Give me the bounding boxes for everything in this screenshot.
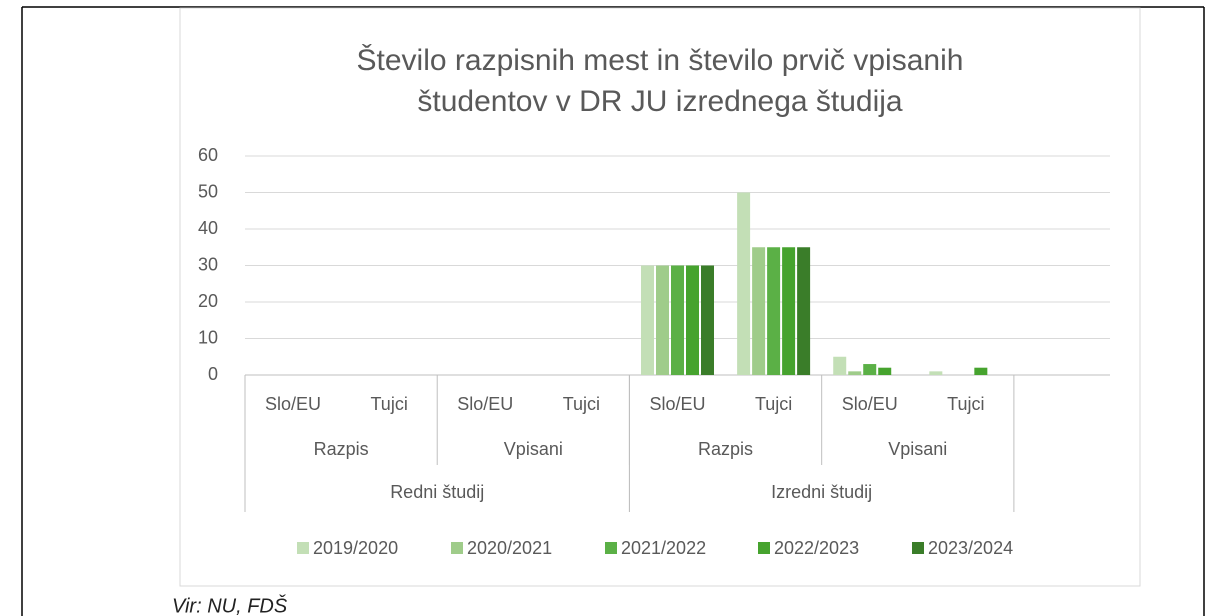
x-tick-label: Tujci [370,394,407,414]
group-label: Vpisani [888,439,947,459]
group-label: Razpis [698,439,753,459]
x-tick-label: Slo/EU [457,394,513,414]
x-tick-label: Slo/EU [265,394,321,414]
group-label: Razpis [314,439,369,459]
x-tick-label: Tujci [563,394,600,414]
y-tick-label: 10 [198,327,218,347]
legend-label: 2022/2023 [774,538,859,558]
legend-label: 2021/2022 [621,538,706,558]
bar [797,247,811,375]
legend-label: 2019/2020 [313,538,398,558]
x-tick-label: Tujci [947,394,984,414]
x-tick-label: Slo/EU [649,394,705,414]
legend-label: 2023/2024 [928,538,1013,558]
chart-title: študentov v DR JU izrednega študija [417,85,903,118]
legend-swatch [605,542,617,554]
chart-title: Število razpisnih mest in število prvič … [357,43,964,77]
bar [878,367,892,375]
bar [833,356,847,375]
y-tick-label: 0 [208,364,218,384]
legend-swatch [297,542,309,554]
bar [686,265,699,375]
bar [848,371,862,375]
group-label: Redni študij [390,482,484,502]
source: Vir: NU, FDŠ [172,594,288,616]
bar [641,265,654,375]
x-tick-label: Tujci [755,394,792,414]
y-tick-label: 50 [198,181,218,201]
legend-label: 2020/2021 [467,538,552,558]
bar [974,367,988,375]
y-tick-label: 60 [198,145,218,165]
group-label: Izredni študij [771,482,872,502]
bar [752,247,766,375]
legend-swatch [912,542,924,554]
bar [929,371,943,375]
y-tick-label: 30 [198,254,218,274]
bar [671,265,684,375]
x-tick-label: Slo/EU [842,394,898,414]
legend-swatch [451,542,463,554]
bar [701,265,714,375]
bar [737,192,751,375]
bar [863,364,877,375]
y-tick-label: 20 [198,291,218,311]
group-label: Vpisani [504,439,563,459]
legend-swatch [758,542,770,554]
bar [767,247,781,375]
bar [656,265,669,375]
y-tick-label: 40 [198,218,218,238]
bar [782,247,796,375]
